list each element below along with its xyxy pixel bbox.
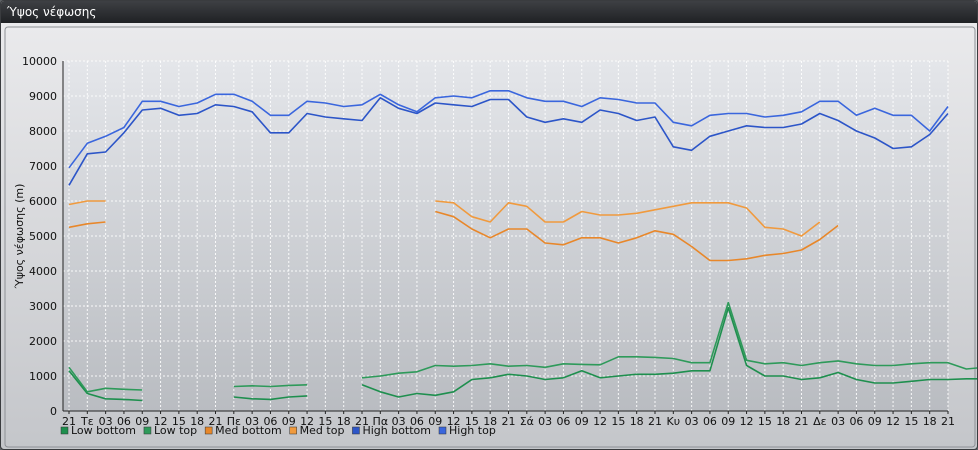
x-tick-label: 15 [758,415,772,428]
y-tick-label: 5000 [29,230,57,243]
x-tick-label: 03 [685,415,699,428]
x-tick-label: 15 [904,415,918,428]
series-line-med-top [68,200,821,237]
x-tick-label: 03 [99,415,113,428]
chart-panel [4,26,976,448]
legend-label-low-bottom: Low bottom [71,424,136,437]
series-line-low-bottom [68,307,977,402]
x-tick-label: 09 [428,415,442,428]
x-tick-label: 09 [135,415,149,428]
x-tick-label: 15 [172,415,186,428]
x-tick-label: Πε [227,415,241,428]
x-tick-label: 03 [538,415,552,428]
y-tick-label: 2000 [29,335,57,348]
legend-label-low-top: Low top [154,424,197,437]
x-tick-label: 09 [868,415,882,428]
x-tick-label: 21 [795,415,809,428]
x-tick-label: 06 [556,415,570,428]
x-tick-label: 15 [611,415,625,428]
legend-swatch-low-bottom [60,426,69,435]
x-tick-label: 09 [282,415,296,428]
x-tick-label: 21 [648,415,662,428]
x-tick-label: 18 [337,415,351,428]
series-line-low-top [68,301,977,393]
x-tick-label: Δε [813,415,827,428]
y-tick-label: 3000 [29,300,57,313]
x-tick-label: 03 [392,415,406,428]
legend-label-med-top: Med top [300,424,345,437]
x-tick-label: 12 [447,415,461,428]
x-tick-label: 12 [300,415,314,428]
window-title: Ύψος νέφωσης [1,1,977,23]
x-tick-label: 21 [502,415,516,428]
x-tick-label: 21 [209,415,223,428]
legend-swatch-high-bottom [352,426,360,435]
x-tick-label: 03 [831,415,845,428]
legend-swatch-high-top [438,426,447,435]
y-tick-label: 8000 [29,125,57,138]
x-tick-label: 18 [483,415,497,428]
x-tick-label: 18 [923,415,937,428]
x-tick-label: 21 [62,415,76,428]
x-tick-label: 18 [630,415,644,428]
x-tick-label: 09 [575,415,589,428]
x-tick-label: 21 [355,415,369,428]
x-tick-label: Σά [520,415,534,428]
x-tick-label: 12 [593,415,607,428]
x-tick-label: 06 [117,415,131,428]
x-tick-label: 06 [410,415,424,428]
y-tick-label: 4000 [29,265,57,278]
y-tick-label: 10000 [22,55,57,68]
legend-swatch-low-top [143,426,152,435]
series-line-med-bottom [68,210,839,262]
series-line-high-top [68,90,949,169]
y-tick-label: 9000 [29,90,57,103]
legend-label-high-bottom: High bottom [362,424,431,437]
x-tick-label: 03 [245,415,259,428]
x-tick-label: 12 [740,415,754,428]
x-tick-label: 15 [318,415,332,428]
legend-swatch-med-top [289,426,297,435]
x-tick-label: 12 [154,415,168,428]
series-line-high-bottom [68,97,949,186]
x-tick-label: 18 [776,415,790,428]
y-tick-label: 6000 [29,195,57,208]
y-tick-label: 0 [50,405,57,418]
y-tick-label: 7000 [29,160,57,173]
x-tick-label: 06 [263,415,277,428]
x-tick-label: 18 [190,415,204,428]
legend-swatch-med-bottom [204,426,213,435]
x-tick-label: 21 [941,415,955,428]
x-tick-label: 09 [721,415,735,428]
x-tick-label: Τε [80,415,94,428]
x-tick-label: 15 [465,415,479,428]
x-tick-label: 12 [886,415,900,428]
y-tick-label: 1000 [29,370,57,383]
x-tick-label: Πα [373,415,389,428]
x-tick-label: 06 [703,415,717,428]
x-tick-label: 06 [849,415,863,428]
legend-label-med-bottom: Med bottom [215,424,282,437]
legend-label-high-top: High top [449,424,496,437]
cloud-height-chart: 0 1000 2000 3000 4000 5000 6000 7000 8000 9000 100… [4,26,977,448]
x-tick-label: Κυ [667,415,681,428]
y-axis-title: Ύψος νέφωσης (m) [13,184,26,290]
